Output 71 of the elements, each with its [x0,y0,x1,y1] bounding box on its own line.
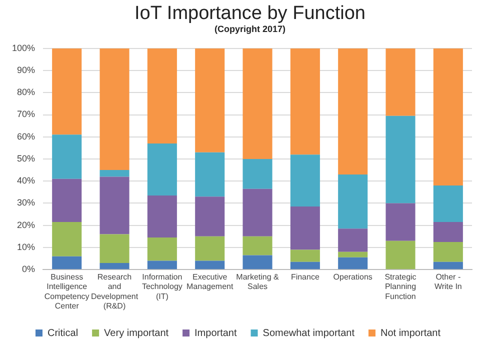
legend-label: Important [194,328,237,339]
bar [433,186,463,222]
bar [386,240,416,270]
legend-label: Not important [380,328,441,339]
bar [338,174,368,229]
bar [290,250,320,262]
bar [386,203,416,241]
x-tick-label: Marketing & Sales [236,272,280,292]
bar [195,260,225,270]
bar [195,236,225,261]
y-tick-label: 60% [17,131,36,142]
bar [338,48,368,174]
bar [100,48,130,170]
x-tick-label: Executive Management [186,272,234,292]
x-tick-label: Finance [290,272,320,282]
legend-label: Very important [104,328,169,339]
chart-title: IoT Importance by Function [134,3,366,24]
bar [52,178,82,222]
bar [100,176,130,234]
bar [52,134,82,179]
y-tick-label: 90% [17,65,36,76]
bar [52,256,82,270]
bar [433,48,463,186]
bar [290,48,320,155]
legend-label: Critical [48,328,78,339]
chart-subtitle: (Copyright 2017) [213,24,286,35]
bar [147,196,177,238]
bar [242,48,272,159]
bar [100,170,130,177]
bar [338,252,368,258]
bar [290,154,320,207]
bar [195,48,225,152]
bar [386,48,416,116]
bar [147,260,177,270]
y-tick-label: 20% [17,220,36,230]
bar [52,222,82,256]
x-tick-label: Operations [333,272,372,282]
bar [147,48,177,144]
bar [100,234,130,263]
bar [242,159,272,189]
bar [386,116,416,204]
bar [242,188,272,236]
x-tick-label: Information Technology (IT) [142,272,182,301]
bar [147,238,177,261]
x-tick-label: Strategic Planning Function [384,272,416,301]
bar [290,206,320,250]
y-tick-label: 0% [22,264,36,274]
legend-label: Somewhat important [262,328,355,339]
bar [195,196,225,236]
x-tick-label: Business Intelligence Competency Center [44,272,90,310]
bar [147,144,177,196]
y-tick-label: 50% [17,153,36,164]
bar [338,228,368,252]
x-tick-label: Research and Development (R&D) [90,272,139,310]
y-tick-label: 70% [17,109,36,120]
bar [433,262,463,270]
bar [195,152,225,197]
y-tick-label: 30% [17,198,36,208]
bar [52,48,82,135]
bar [242,255,272,270]
bar [290,262,320,270]
y-tick-label: 100% [12,42,36,53]
bar [338,257,368,270]
y-tick-label: 40% [17,176,36,186]
bar [433,242,463,262]
bar [100,262,130,270]
y-tick-label: 80% [17,87,36,98]
bar [242,236,272,256]
bar [433,222,463,242]
x-tick-label: Other - Write In [434,272,462,292]
y-tick-label: 10% [17,242,36,252]
